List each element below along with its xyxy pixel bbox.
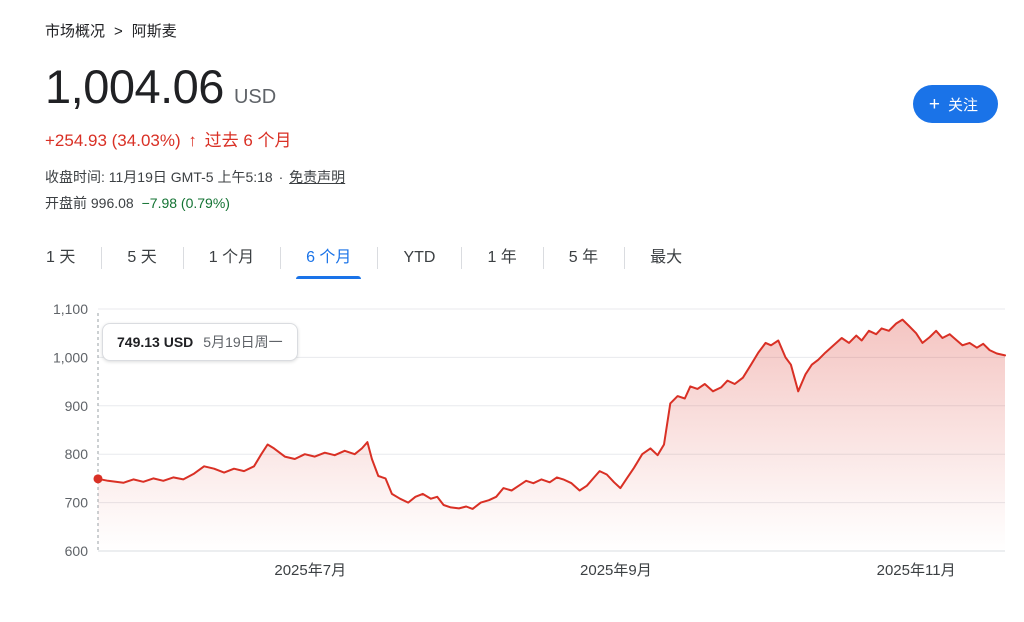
- chart-tooltip: 749.13 USD 5月19日周一: [102, 323, 298, 361]
- tab-6-month[interactable]: 6 个月: [280, 237, 377, 279]
- breadcrumb-market-overview[interactable]: 市场概况: [45, 23, 106, 40]
- premarket-change: −7.98 (0.79%): [141, 195, 230, 211]
- svg-text:900: 900: [65, 398, 89, 414]
- svg-text:600: 600: [65, 543, 89, 559]
- stock-line-chart[interactable]: 600 700 800 900 1,000 1,100 2025年7月 2025年9月 2025…: [40, 297, 1015, 592]
- premarket-row: 开盘前 996.08 −7.98 (0.79%): [0, 193, 1024, 213]
- svg-text:1,000: 1,000: [53, 349, 88, 365]
- currency-label: USD: [233, 86, 277, 108]
- svg-text:800: 800: [65, 446, 89, 462]
- breadcrumb-stock-name: 阿斯麦: [131, 23, 177, 40]
- stock-quote-page: 市场概况 > 阿斯麦 + 关注 1,004.06 USD +254.93 (34.0…: [0, 0, 1024, 592]
- change-value: +254.93 (34.03%): [45, 131, 181, 150]
- close-time: 收盘时间: 11月19日 GMT-5 上午5:18: [45, 169, 273, 185]
- separator-dot: ·: [278, 169, 284, 185]
- stock-price: 1,004.06: [45, 60, 224, 113]
- svg-text:1,100: 1,100: [53, 301, 88, 317]
- svg-text:2025年9月: 2025年9月: [580, 562, 652, 579]
- svg-text:700: 700: [65, 495, 89, 511]
- tab-5-year[interactable]: 5 年: [542, 237, 624, 279]
- tooltip-price: 749.13 USD: [117, 334, 194, 350]
- time-range-tabs: 1 天 5 天 1 个月 6 个月 YTD 1 年 5 年 最大: [40, 237, 1024, 279]
- price-change-row: +254.93 (34.03%) ↑ 过去 6 个月: [0, 126, 1024, 151]
- price-chart: 600 700 800 900 1,000 1,100 2025年7月 2025年9月 2025…: [40, 297, 1015, 592]
- tab-5-day[interactable]: 5 天: [101, 237, 182, 279]
- arrow-up-icon: ↑: [188, 131, 197, 150]
- breadcrumb-separator: >: [114, 23, 123, 40]
- tab-1-day[interactable]: 1 天: [46, 249, 76, 266]
- tab-1-year[interactable]: 1 年: [461, 237, 542, 279]
- breadcrumb: 市场概况 > 阿斯麦: [0, 0, 1024, 41]
- svg-text:2025年7月: 2025年7月: [274, 562, 346, 579]
- price-row: 1,004.06 USD: [0, 63, 1024, 110]
- follow-button[interactable]: + 关注: [912, 85, 998, 123]
- premarket-price: 996.08: [90, 195, 134, 211]
- follow-button-label: 关注: [947, 96, 978, 114]
- plus-icon: +: [928, 93, 940, 115]
- disclaimer-link[interactable]: 免责声明: [289, 169, 346, 185]
- tab-max[interactable]: 最大: [624, 237, 708, 279]
- tooltip-date: 5月19日周一: [203, 334, 283, 350]
- svg-text:2025年11月: 2025年11月: [877, 562, 956, 579]
- change-period: 过去 6 个月: [204, 131, 292, 150]
- close-info-row: 收盘时间: 11月19日 GMT-5 上午5:18 · 免责声明: [0, 167, 1024, 187]
- premarket-label: 开盘前: [45, 195, 87, 211]
- tab-ytd[interactable]: YTD: [377, 237, 461, 279]
- tab-1-month[interactable]: 1 个月: [182, 237, 280, 279]
